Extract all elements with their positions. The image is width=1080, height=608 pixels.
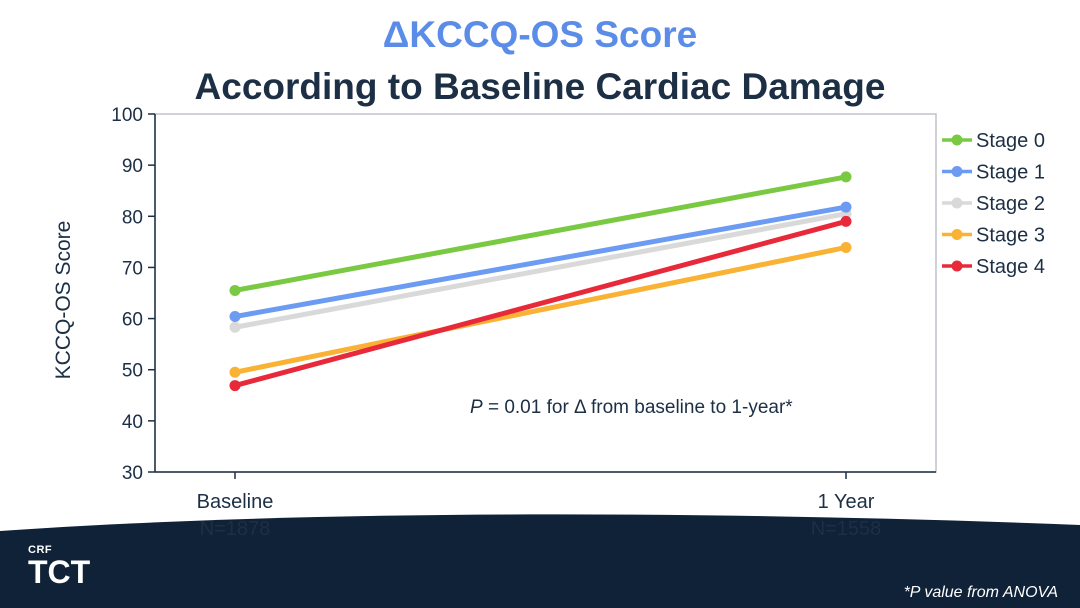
legend-label: Stage 1 xyxy=(976,162,1045,184)
data-point-stage-0 xyxy=(840,171,852,183)
y-tick-label: 90 xyxy=(122,156,143,177)
series-line-stage-4 xyxy=(232,218,849,389)
chart-title: ΔKCCQ-OS Score xyxy=(382,14,698,55)
legend-marker xyxy=(951,166,963,177)
legend-marker xyxy=(951,134,963,146)
y-axis-label: KCCQ-OS Score xyxy=(52,221,75,380)
footnote: *P value from ANOVA xyxy=(903,584,1058,601)
y-tick-label: 40 xyxy=(122,412,143,433)
plot-area xyxy=(154,113,937,473)
p-symbol: P xyxy=(470,397,483,418)
y-tick-label: 80 xyxy=(122,207,143,228)
tct-logo: CRF TCT xyxy=(28,544,90,588)
legend-label: Stage 3 xyxy=(976,225,1045,247)
y-tick-label: 30 xyxy=(122,463,143,484)
x-category-n: N=1878 xyxy=(200,518,271,540)
legend-label: Stage 0 xyxy=(976,130,1045,152)
x-category-label: Baseline xyxy=(197,491,274,513)
data-point-stage-1 xyxy=(229,311,241,323)
footer-band xyxy=(0,514,1080,608)
series-line-stage-0 xyxy=(232,174,849,293)
y-tick-label: 100 xyxy=(111,105,143,126)
series-line-stage-3 xyxy=(232,244,849,375)
legend-marker xyxy=(951,260,963,272)
data-point-stage-4 xyxy=(840,215,852,227)
legend-label: Stage 4 xyxy=(976,256,1045,278)
y-tick-label: 70 xyxy=(122,258,143,279)
legend-label: Stage 2 xyxy=(976,193,1045,215)
data-point-stage-3 xyxy=(840,241,852,253)
legend-marker xyxy=(951,197,963,209)
data-point-stage-4 xyxy=(229,380,241,392)
x-category-n: N=1558 xyxy=(811,518,882,540)
series-line-stage-2 xyxy=(232,211,849,330)
y-tick-label: 50 xyxy=(122,361,143,382)
data-point-stage-3 xyxy=(229,366,241,378)
data-point-stage-0 xyxy=(229,284,241,296)
crf-logo-text: CRF xyxy=(28,544,53,556)
chart-subtitle: According to Baseline Cardiac Damage xyxy=(194,66,886,107)
data-point-stage-1 xyxy=(840,201,852,213)
p-value-annotation: P = 0.01 for Δ from baseline to 1-year* xyxy=(470,397,793,418)
tct-logo-text: TCT xyxy=(28,554,91,590)
data-point-stage-2 xyxy=(229,321,241,333)
y-tick-label: 60 xyxy=(122,310,143,331)
p-value-text: = 0.01 for Δ from baseline to 1-year* xyxy=(483,397,794,418)
legend-marker xyxy=(951,229,963,240)
series-line-stage-1 xyxy=(232,204,849,320)
x-category-label: 1 Year xyxy=(818,491,875,513)
